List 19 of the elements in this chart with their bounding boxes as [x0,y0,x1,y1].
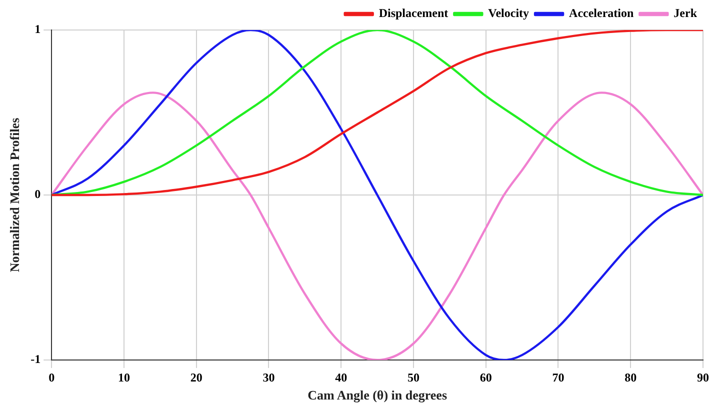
x-tick-label: 40 [335,370,348,384]
x-tick-label: 30 [262,370,275,384]
y-tick-label: -1 [30,352,41,366]
legend-label: Displacement [378,6,448,20]
y-tick-label: 0 [34,187,41,202]
x-tick-label: 90 [697,370,709,384]
x-tick-label: 70 [552,370,564,384]
x-tick-label: 60 [480,370,492,384]
y-axis-title: Normalized Motion Profiles [7,118,22,272]
x-tick-label: 20 [190,370,202,384]
legend-label: Jerk [674,6,698,20]
x-tick-label: 50 [407,370,420,384]
x-tick-label: 80 [624,370,637,384]
y-tick-label: 1 [34,22,41,36]
x-tick-label: 0 [48,370,55,384]
x-axis-title: Cam Angle (θ) in degrees [308,388,448,403]
legend-label: Velocity [488,6,530,20]
x-tick-label: 10 [118,370,130,384]
legend-label: Acceleration [569,6,634,20]
